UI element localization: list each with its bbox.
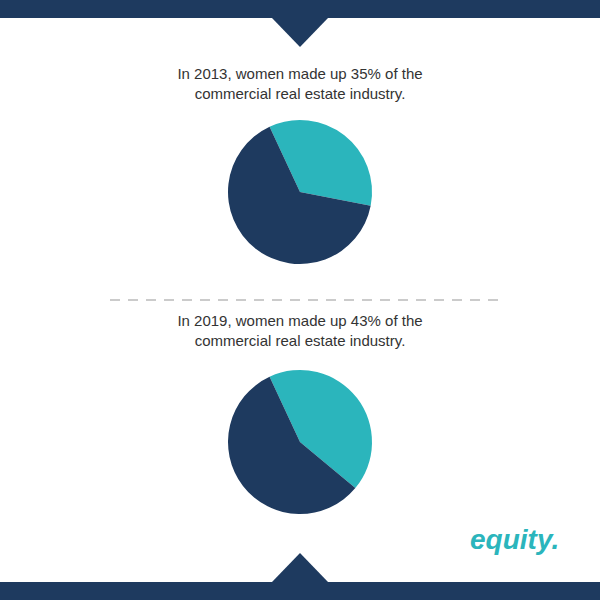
canvas: In 2013, women made up 35% of the commerc… — [0, 0, 600, 600]
slice — [228, 377, 355, 514]
separator — [110, 299, 500, 301]
pie-chart: In 2013, women made up 35% of the commerc… — [177, 65, 422, 264]
slice — [228, 127, 371, 264]
caption: commercial real estate industry. — [195, 85, 406, 102]
slices — [228, 120, 372, 264]
bottom-bar — [0, 582, 600, 600]
decoration — [0, 0, 600, 600]
top-arrow — [272, 18, 328, 47]
slices — [228, 370, 372, 514]
bottom-arrow — [272, 553, 328, 582]
caption: In 2013, women made up 35% of the — [177, 65, 422, 82]
pie-chart: In 2019, women made up 43% of the commerc… — [177, 312, 559, 555]
caption: commercial real estate industry. — [195, 332, 406, 349]
top-bar — [0, 0, 600, 18]
logo: equity. — [470, 524, 559, 555]
caption: In 2019, women made up 43% of the — [177, 312, 422, 329]
